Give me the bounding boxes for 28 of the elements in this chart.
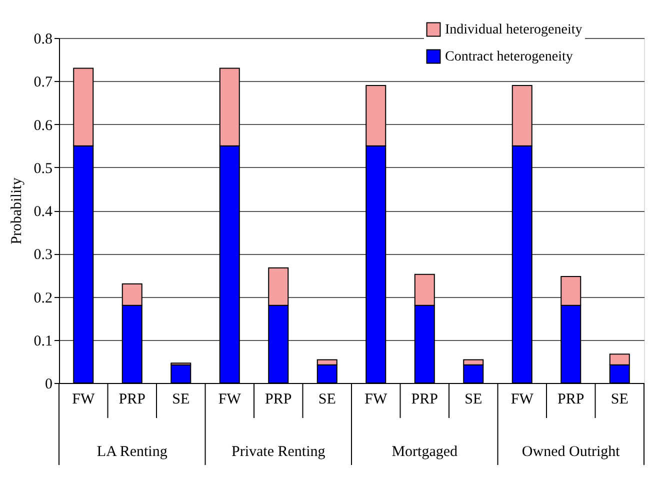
x-tick-label: SE <box>464 392 482 408</box>
y-tick-label: 0.4 <box>34 204 53 220</box>
x-tick-label: SE <box>610 392 628 408</box>
x-tick-label: PRP <box>558 392 584 408</box>
text: Private Renting <box>232 444 326 460</box>
legend-label: Individual heterogeneity <box>445 22 582 38</box>
x-tick-label: FW <box>510 392 534 408</box>
text: LA Renting <box>96 444 168 460</box>
x-tick-label: SE <box>318 392 336 408</box>
x-tick-label: FW <box>364 392 388 408</box>
text: Mortgaged <box>392 444 458 460</box>
x-tick-label: FW <box>218 392 242 408</box>
y-tick-label: 0 <box>45 376 52 392</box>
y-tick-label: 0.1 <box>34 333 52 350</box>
x-tick-label: FW <box>72 392 96 408</box>
x-tick-label: SE <box>172 392 190 408</box>
x-tick-label: PRP <box>118 392 146 408</box>
text: Owned Outright <box>522 444 621 460</box>
y-tick-label: 0.5 <box>34 160 52 177</box>
x-tick-label: PRP <box>265 392 292 408</box>
y-tick-label: 0.6 <box>34 118 53 134</box>
x-tick-label: PRP <box>411 392 438 408</box>
y-axis-title: Probability <box>8 177 25 244</box>
y-tick-label: 0.8 <box>34 32 52 48</box>
y-tick-label: 0.7 <box>34 74 53 91</box>
y-tick-label: 0.2 <box>34 290 52 306</box>
y-tick-label: 0.3 <box>34 247 52 264</box>
legend-label: Contract heterogeneity <box>445 50 573 64</box>
